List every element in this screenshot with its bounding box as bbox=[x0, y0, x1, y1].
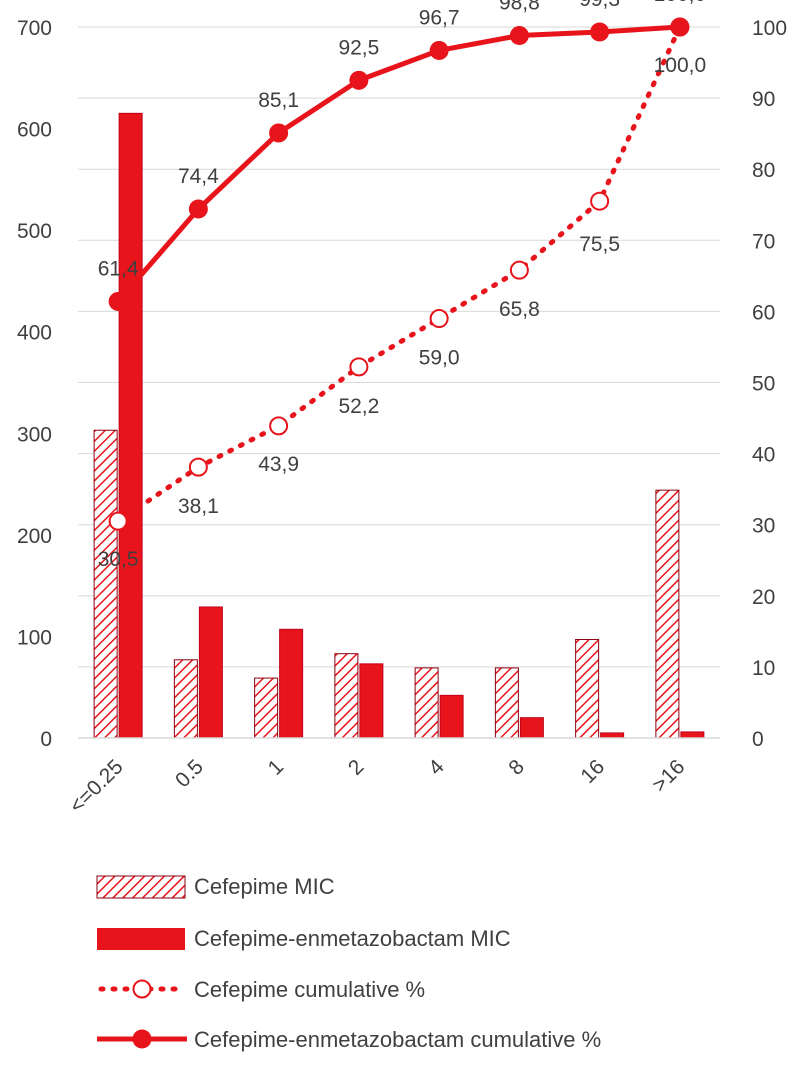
data-label-cefepime-enmetazobactam-cumulative: 96,7 bbox=[419, 6, 460, 29]
y-right-tick-label: 10 bbox=[752, 657, 775, 680]
marker-cefepime-enmetazobactam-cumulative bbox=[108, 291, 128, 311]
data-label-cefepime-cumulative: 38,1 bbox=[178, 495, 219, 518]
gridlines bbox=[78, 26, 720, 739]
legend-swatch-cefepime-enmetazobactam-mic bbox=[97, 928, 185, 950]
line-cefepime-cumulative bbox=[115, 24, 683, 524]
bar-cefepime-enmetazobactam-mic bbox=[279, 628, 304, 739]
y-left-tick-label: 300 bbox=[17, 423, 52, 446]
bar-cefepime-mic bbox=[93, 429, 118, 739]
marker-cefepime-enmetazobactam-cumulative bbox=[269, 123, 289, 143]
data-label-cefepime-enmetazobactam-cumulative: 92,5 bbox=[338, 36, 379, 59]
y-left-tick-label: 600 bbox=[17, 119, 52, 142]
data-label-cefepime-cumulative: 100,0 bbox=[654, 54, 707, 77]
legend-marker-cefepime-enmetazobactam-cumulative bbox=[132, 1029, 152, 1049]
bar-cefepime-enmetazobactam-mic bbox=[519, 717, 544, 739]
y-right-tick-label: 50 bbox=[752, 373, 775, 396]
bar-cefepime-mic bbox=[494, 667, 519, 739]
legend-label: Cefepime-enmetazobactam MIC bbox=[194, 926, 511, 951]
y-right-tick-label: 60 bbox=[752, 301, 775, 324]
y-right-tick-label: 80 bbox=[752, 159, 775, 182]
marker-cefepime-cumulative bbox=[188, 457, 208, 477]
x-tick-label: 2 bbox=[344, 755, 369, 780]
y-right-tick-label: 0 bbox=[752, 728, 764, 751]
data-label-cefepime-enmetazobactam-cumulative: 98,8 bbox=[499, 0, 540, 15]
marker-cefepime-cumulative bbox=[590, 191, 610, 211]
legend-label: Cefepime MIC bbox=[194, 874, 335, 899]
data-label-cefepime-cumulative: 43,9 bbox=[258, 453, 299, 476]
y-left-tick-label: 100 bbox=[17, 626, 52, 649]
legend: Cefepime MIC Cefepime-enmetazobactam MIC C… bbox=[96, 874, 601, 1052]
bar-cefepime-mic bbox=[173, 659, 198, 739]
x-tick-label: >16 bbox=[648, 755, 689, 796]
y-left-tick-label: 500 bbox=[17, 220, 52, 243]
x-tick-label: <=0.25 bbox=[65, 755, 128, 818]
bars bbox=[93, 112, 705, 739]
x-tick-label: 1 bbox=[264, 755, 289, 780]
data-label-cefepime-enmetazobactam-cumulative: 100,0 bbox=[654, 0, 707, 6]
data-label-cefepime-enmetazobactam-cumulative: 85,1 bbox=[258, 89, 299, 112]
marker-cefepime-enmetazobactam-cumulative bbox=[509, 26, 529, 46]
lines bbox=[108, 17, 690, 531]
y-left-tick-label: 0 bbox=[40, 728, 52, 751]
y-right-tick-label: 100 bbox=[752, 17, 787, 40]
y-right-tick-label: 70 bbox=[752, 230, 775, 253]
legend-label: Cefepime-enmetazobactam cumulative % bbox=[194, 1027, 601, 1052]
data-label-cefepime-cumulative: 30,5 bbox=[98, 548, 139, 571]
y-right-tick-label: 20 bbox=[752, 586, 775, 609]
y-left-tick-label: 700 bbox=[17, 17, 52, 40]
marker-cefepime-enmetazobactam-cumulative bbox=[349, 70, 369, 90]
x-tick-label: 4 bbox=[424, 755, 449, 780]
bar-cefepime-mic bbox=[334, 653, 359, 739]
data-label-cefepime-enmetazobactam-cumulative: 74,4 bbox=[178, 165, 219, 188]
x-tick-label: 16 bbox=[576, 755, 609, 788]
y-left-tick-label: 200 bbox=[17, 525, 52, 548]
bar-cefepime-enmetazobactam-mic bbox=[198, 606, 223, 739]
bar-cefepime-enmetazobactam-mic bbox=[439, 694, 464, 739]
bar-cefepime-enmetazobactam-mic bbox=[680, 731, 705, 739]
bar-cefepime-mic bbox=[414, 667, 439, 739]
y-right-tick-label: 90 bbox=[752, 88, 775, 111]
data-label-cefepime-enmetazobactam-cumulative: 61,4 bbox=[98, 257, 139, 280]
legend-label: Cefepime cumulative % bbox=[194, 977, 425, 1002]
marker-cefepime-enmetazobactam-cumulative bbox=[670, 17, 690, 37]
line-cefepime-enmetazobactam-cumulative bbox=[116, 24, 681, 304]
data-label-cefepime-cumulative: 52,2 bbox=[338, 395, 379, 418]
marker-cefepime-cumulative bbox=[108, 511, 128, 531]
marker-cefepime-cumulative bbox=[429, 309, 449, 329]
marker-cefepime-cumulative bbox=[269, 416, 289, 436]
marker-cefepime-enmetazobactam-cumulative bbox=[429, 40, 449, 60]
marker-cefepime-cumulative bbox=[349, 357, 369, 377]
data-labels: 30,5 38,1 43,9 52,2 59,0 65,8 75,5 100,0 61,4 74,… bbox=[98, 0, 706, 571]
bar-cefepime-enmetazobactam-mic bbox=[118, 112, 143, 739]
y-left-tick-label: 400 bbox=[17, 322, 52, 345]
bar-cefepime-enmetazobactam-mic bbox=[359, 663, 384, 739]
legend-marker-cefepime-cumulative bbox=[132, 979, 152, 999]
marker-cefepime-cumulative bbox=[509, 260, 529, 280]
data-label-cefepime-cumulative: 65,8 bbox=[499, 298, 540, 321]
marker-cefepime-enmetazobactam-cumulative bbox=[590, 22, 610, 42]
data-label-cefepime-enmetazobactam-cumulative: 99,3 bbox=[579, 0, 620, 11]
bar-cefepime-enmetazobactam-mic bbox=[600, 732, 625, 739]
data-label-cefepime-cumulative: 59,0 bbox=[419, 347, 460, 370]
bar-cefepime-mic bbox=[655, 489, 680, 739]
y-right-tick-label: 40 bbox=[752, 444, 775, 467]
y-right-tick-label: 30 bbox=[752, 515, 775, 538]
data-label-cefepime-cumulative: 75,5 bbox=[579, 233, 620, 256]
bar-cefepime-mic bbox=[575, 638, 600, 739]
marker-cefepime-enmetazobactam-cumulative bbox=[188, 199, 208, 219]
x-tick-label: 0.5 bbox=[171, 755, 208, 792]
x-tick-label: 8 bbox=[504, 755, 529, 780]
bar-cefepime-mic bbox=[254, 677, 279, 739]
legend-swatch-cefepime-mic bbox=[96, 875, 186, 899]
